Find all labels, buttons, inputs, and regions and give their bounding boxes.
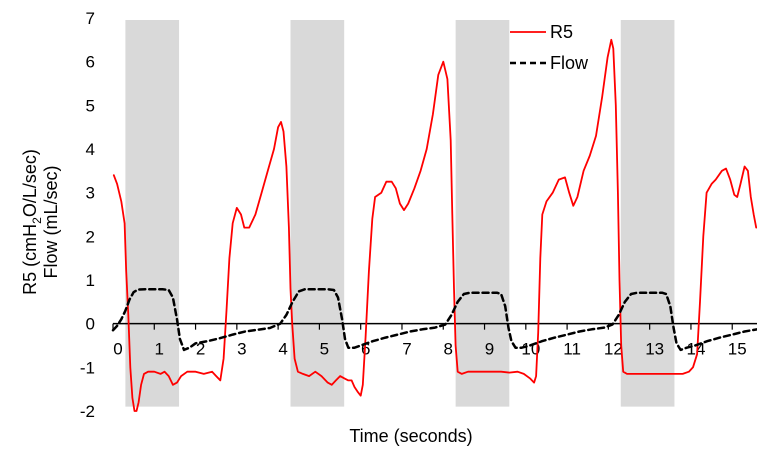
y-tick-label: 6 — [86, 53, 95, 72]
x-tick-label: 1 — [155, 340, 164, 359]
y-tick-label: 4 — [86, 140, 95, 159]
x-tick-label: 9 — [485, 340, 494, 359]
y-tick-label: 2 — [86, 227, 95, 246]
y-tick-label: -1 — [80, 358, 95, 377]
y-tick-label: 5 — [86, 96, 95, 115]
legend-label-flow: Flow — [550, 53, 589, 73]
x-tick-label: 0 — [113, 340, 122, 359]
x-tick-label: 2 — [196, 340, 205, 359]
shaded-regions — [125, 20, 675, 407]
x-tick-label: 12 — [604, 340, 623, 359]
series-line-flow — [111, 287, 757, 352]
shaded-region-4 — [620, 20, 675, 407]
y-tick-label: 3 — [86, 184, 95, 203]
shaded-region-1 — [125, 20, 180, 407]
series-lines — [111, 38, 757, 412]
legend-label-r5: R5 — [550, 22, 573, 42]
y-axis-title-line2: Flow (mL/sec) — [41, 165, 61, 278]
x-tick-label: 8 — [444, 340, 453, 359]
shaded-region-2 — [290, 20, 345, 407]
y-axis-ticks: -2 -1 0 1 2 3 4 5 6 7 — [80, 9, 95, 421]
y-axis-title: R5 (cmH2O/L/sec) Flow (mL/sec) — [20, 149, 61, 295]
shaded-region-3 — [455, 20, 510, 407]
series-line-r5 — [112, 38, 757, 412]
y-tick-label: 1 — [86, 271, 95, 290]
x-tick-label: 7 — [402, 340, 411, 359]
x-tick-label: 11 — [563, 340, 581, 359]
y-tick-label: 7 — [86, 9, 95, 28]
x-tick-label: 5 — [320, 340, 329, 359]
x-tick-label: 4 — [278, 340, 287, 359]
y-tick-label: 0 — [86, 315, 95, 334]
x-tick-label: 15 — [728, 340, 747, 359]
x-tick-label: 13 — [645, 340, 664, 359]
x-axis-title: Time (seconds) — [349, 426, 472, 446]
y-tick-label: -2 — [80, 402, 95, 421]
legend: R5 Flow — [510, 22, 589, 73]
x-tick-label: 3 — [237, 340, 246, 359]
y-axis-title-line1: R5 (cmH2O/L/sec) — [20, 149, 44, 295]
